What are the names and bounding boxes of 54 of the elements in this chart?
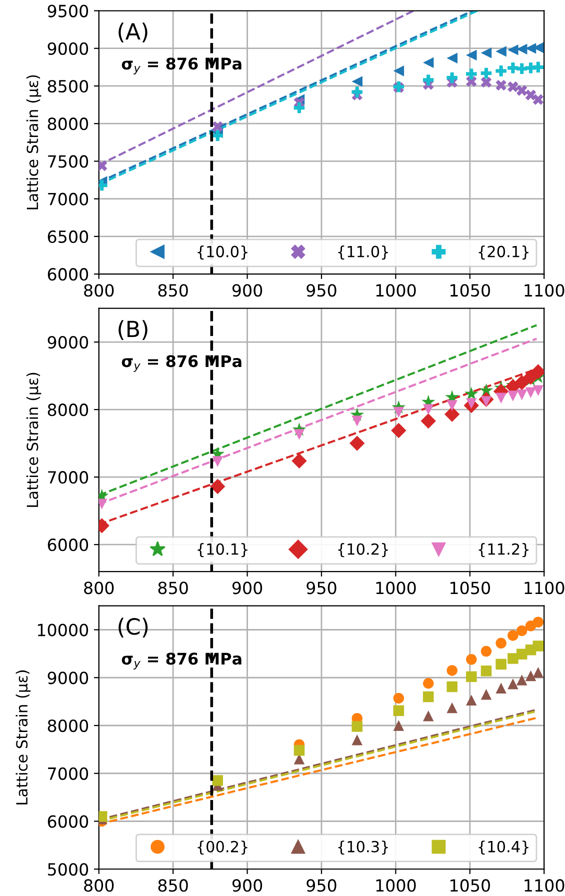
y-tick-label: 8000 [48, 404, 88, 416]
x-tick-label: 1050 [450, 284, 490, 297]
y-tick-label: 6500 [48, 230, 88, 244]
y-tick-label: 8500 [48, 80, 88, 93]
x-tick-label: 800 [84, 582, 114, 594]
x-tick-label: 1050 [450, 582, 490, 594]
y-axis-title: Lattice Strain (με) [26, 372, 42, 507]
y-tick-label: 7000 [48, 471, 88, 484]
legend-label: {11.0} [338, 246, 388, 260]
x-tick-label: 1000 [376, 284, 416, 297]
legend-label: {10.3} [338, 840, 388, 855]
x-tick-label: 1100 [524, 879, 564, 892]
y-tick-label: 8000 [48, 118, 88, 130]
legend-label: {11.2} [478, 543, 528, 558]
chart-title: (C) [118, 618, 148, 638]
x-tick-label: 850 [158, 284, 188, 297]
y-tick-label: 6000 [48, 268, 88, 281]
x-tick-label: 1100 [524, 582, 564, 594]
y-tick-label: 6000 [48, 815, 88, 828]
y-axis-title: Lattice Strain (με) [16, 670, 31, 804]
y-axis-title: Lattice Strain (με) [26, 75, 42, 210]
x-tick-label: 900 [232, 582, 262, 594]
x-tick-label: 950 [306, 582, 336, 594]
x-tick-label: 1050 [450, 879, 490, 892]
y-tick-label: 9000 [48, 672, 88, 684]
x-tick-label: 850 [158, 582, 188, 594]
y-tick-label: 7000 [48, 192, 88, 206]
chart-title: (A) [118, 22, 148, 42]
x-tick-label: 950 [306, 284, 336, 297]
x-tick-label: 1000 [376, 879, 416, 892]
y-tick-label: 9000 [48, 336, 88, 349]
x-tick-label: 900 [232, 284, 262, 297]
legend-label: {10.4} [478, 840, 528, 855]
legend-label: {20.1} [478, 246, 528, 260]
x-tick-label: 950 [306, 879, 336, 892]
x-tick-label: 850 [158, 879, 188, 892]
x-tick-label: 800 [84, 284, 114, 297]
legend-label: {10.2} [338, 543, 388, 558]
y-tick-label: 9000 [48, 42, 88, 55]
y-tick-label: 6000 [48, 538, 88, 552]
y-tick-label: 9500 [48, 4, 88, 18]
legend-label: {10.0} [198, 246, 248, 260]
y-tick-label: 8000 [48, 719, 88, 732]
y-tick-label: 5000 [48, 863, 88, 876]
x-tick-label: 1000 [376, 582, 416, 594]
legend-label: {00.2} [198, 840, 248, 855]
y-tick-label: 10000 [38, 624, 88, 636]
chart-title: (B) [118, 320, 148, 340]
x-tick-label: 900 [232, 879, 262, 892]
x-tick-label: 800 [84, 879, 114, 892]
y-tick-label: 7500 [48, 155, 88, 168]
legend-label: {10.1} [198, 543, 248, 558]
y-tick-label: 7000 [48, 767, 88, 780]
x-tick-label: 1100 [524, 284, 564, 297]
